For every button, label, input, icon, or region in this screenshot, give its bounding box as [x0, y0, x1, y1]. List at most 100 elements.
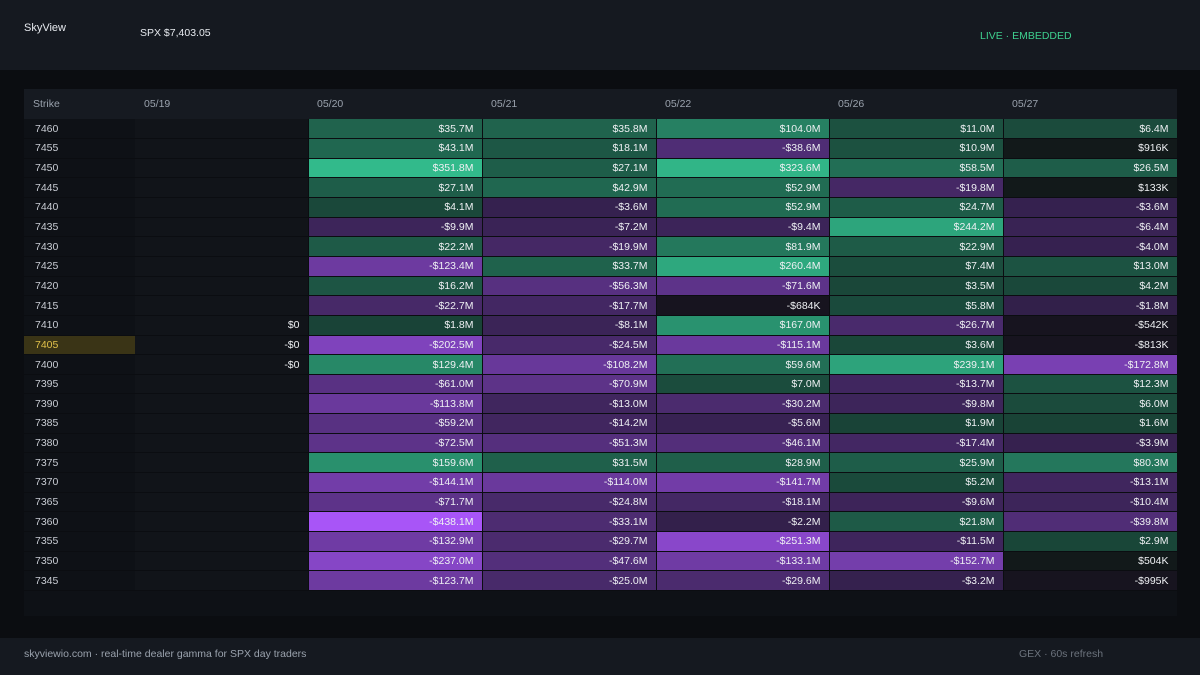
- gamma-cell: -$4.0M: [1003, 236, 1178, 257]
- gamma-cell: [135, 119, 309, 140]
- strike-cell: 7360: [24, 511, 135, 532]
- gamma-cell: -$71.7M: [308, 492, 483, 513]
- gamma-cell: $42.9M: [482, 177, 657, 199]
- strike-column-header: Strike: [24, 89, 135, 119]
- gamma-cell: [135, 570, 309, 591]
- strike-cell: 7410: [24, 315, 135, 336]
- gamma-cell: -$29.7M: [482, 531, 657, 552]
- gamma-cell: [135, 433, 309, 454]
- gamma-cell: [135, 236, 309, 257]
- gamma-cell: -$24.8M: [482, 492, 657, 513]
- gamma-cell: -$61.0M: [308, 374, 483, 395]
- gamma-cell: -$26.7M: [829, 315, 1004, 336]
- gamma-cell: $3.5M: [829, 276, 1004, 297]
- gamma-cell: -$13.0M: [482, 393, 657, 415]
- gamma-cell: $4.1M: [308, 197, 483, 218]
- gamma-cell: -$33.1M: [482, 511, 657, 532]
- gamma-cell: -$71.6M: [656, 276, 830, 297]
- gamma-cell: -$3.9M: [1003, 433, 1178, 454]
- gamma-cell: $58.5M: [829, 158, 1004, 179]
- strike-cell: 7385: [24, 413, 135, 434]
- gamma-cell: -$70.9M: [482, 374, 657, 395]
- gamma-cell: -$17.4M: [829, 433, 1004, 454]
- gamma-cell: [135, 393, 309, 415]
- gamma-cell: -$0: [135, 354, 309, 375]
- table-row: 7410 $0 $1.8M -$8.1M $167.0M -$26.7M -$542K: [24, 315, 1178, 336]
- strike-cell: 7455: [24, 138, 135, 159]
- strike-cell: 7430: [24, 236, 135, 257]
- gamma-cell: -$114.0M: [482, 472, 657, 493]
- gamma-cell: $26.5M: [1003, 158, 1178, 179]
- table-row: 7390 -$113.8M -$13.0M -$30.2M -$9.8M $6.0M: [24, 393, 1178, 415]
- table-row: 7450 $351.8M $27.1M $323.6M $58.5M $26.5M: [24, 158, 1178, 179]
- table-row: 7365 -$71.7M -$24.8M -$18.1M -$9.6M -$10.4M: [24, 492, 1178, 513]
- gamma-cell: -$51.3M: [482, 433, 657, 454]
- table-row: 7355 -$132.9M -$29.7M -$251.3M -$11.5M $2.9M: [24, 531, 1178, 552]
- date-column-header: 05/21: [482, 89, 656, 119]
- gamma-cell: $6.4M: [1003, 119, 1178, 140]
- gamma-cell: [135, 138, 309, 159]
- gamma-cell: [135, 197, 309, 218]
- table-row: 7350 -$237.0M -$47.6M -$133.1M -$152.7M $504K: [24, 551, 1178, 572]
- gamma-cell: $25.9M: [829, 452, 1004, 474]
- spx-price: SPX $7,403.05: [140, 27, 211, 39]
- strike-cell: 7415: [24, 295, 135, 316]
- gamma-cell: -$46.1M: [656, 433, 830, 454]
- gamma-cell: $1.9M: [829, 413, 1004, 434]
- gamma-cell: -$9.9M: [308, 217, 483, 238]
- strike-cell: 7380: [24, 433, 135, 454]
- table-row: 7380 -$72.5M -$51.3M -$46.1M -$17.4M -$3.9M: [24, 433, 1178, 454]
- gamma-cell: -$438.1M: [308, 511, 483, 532]
- gamma-cell: -$113.8M: [308, 393, 483, 415]
- gamma-cell: -$9.8M: [829, 393, 1004, 415]
- gamma-cell: $16.2M: [308, 276, 483, 297]
- gamma-cell: [135, 492, 309, 513]
- gamma-cell: [135, 531, 309, 552]
- gamma-cell: [135, 472, 309, 493]
- gamma-cell: $52.9M: [656, 177, 830, 199]
- table-row: 7455 $43.1M $18.1M -$38.6M $10.9M $916K: [24, 138, 1178, 159]
- gamma-cell: -$11.5M: [829, 531, 1004, 552]
- gamma-cell: $159.6M: [308, 452, 483, 474]
- table-row: 7360 -$438.1M -$33.1M -$2.2M $21.8M -$39.8M: [24, 511, 1178, 532]
- gamma-cell: [135, 177, 309, 199]
- gamma-cell: $28.9M: [656, 452, 830, 474]
- gamma-cell: $43.1M: [308, 138, 483, 159]
- gamma-cell: $244.2M: [829, 217, 1004, 238]
- table-row: 7405 -$0 -$202.5M -$24.5M -$115.1M $3.6M -$813…: [24, 334, 1178, 356]
- date-column-header: 05/22: [656, 89, 829, 119]
- strike-cell: 7460: [24, 119, 135, 140]
- gamma-cell: $59.6M: [656, 354, 830, 375]
- table-row: 7375 $159.6M $31.5M $28.9M $25.9M $80.3M: [24, 452, 1178, 474]
- gamma-cell: -$7.2M: [482, 217, 657, 238]
- gamma-cell: -$47.6M: [482, 551, 657, 572]
- gamma-cell: $239.1M: [829, 354, 1004, 375]
- gamma-cell: $31.5M: [482, 452, 657, 474]
- gamma-cell: -$18.1M: [656, 492, 830, 513]
- gamma-cell: -$10.4M: [1003, 492, 1178, 513]
- gamma-cell: -$152.7M: [829, 551, 1004, 572]
- table-header-row: Strike 05/19 05/20 05/21 05/22 05/26 05/27: [24, 89, 1177, 119]
- table-row: 7460 $35.7M $35.8M $104.0M $11.0M $6.4M: [24, 119, 1178, 140]
- gamma-cell: -$9.4M: [656, 217, 830, 238]
- gamma-cell: -$202.5M: [308, 334, 483, 356]
- gamma-cell: [135, 217, 309, 238]
- gamma-cell: -$542K: [1003, 315, 1178, 336]
- gamma-cell: $12.3M: [1003, 374, 1178, 395]
- gamma-cell: -$72.5M: [308, 433, 483, 454]
- gamma-cell: $504K: [1003, 551, 1178, 572]
- gamma-heatmap: Strike 05/19 05/20 05/21 05/22 05/26 05/27 74…: [24, 89, 1178, 616]
- table-row: 7440 $4.1M -$3.6M $52.9M $24.7M -$3.6M: [24, 197, 1178, 218]
- gamma-cell: -$2.2M: [656, 511, 830, 532]
- gamma-cell: -$3.6M: [482, 197, 657, 218]
- gamma-cell: -$13.7M: [829, 374, 1004, 395]
- gamma-cell: $0: [135, 315, 309, 336]
- gamma-cell: $7.4M: [829, 256, 1004, 277]
- date-column-header: 05/19: [135, 89, 308, 119]
- table-row: 7395 -$61.0M -$70.9M $7.0M -$13.7M $12.3M: [24, 374, 1178, 395]
- date-column-header: 05/20: [308, 89, 482, 119]
- gamma-cell: -$3.6M: [1003, 197, 1178, 218]
- table-row: 7415 -$22.7M -$17.7M -$684K $5.8M -$1.8M: [24, 295, 1178, 316]
- gamma-cell: -$19.8M: [829, 177, 1004, 199]
- footer-tagline: skyviewio.com · real-time dealer gamma f…: [24, 648, 307, 660]
